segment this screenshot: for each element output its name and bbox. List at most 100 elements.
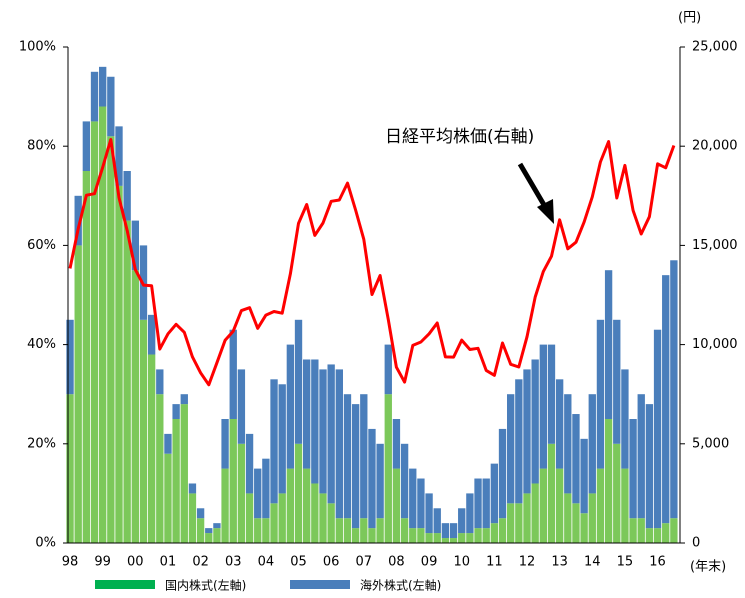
bar-segment [319,493,327,543]
bar-segment [205,533,213,543]
legend-label: 国内株式(左軸) [165,578,246,593]
x-tick-label: 99 [94,555,111,570]
bar-segment [196,508,205,519]
y-tick-label: 60% [27,238,56,253]
bar-segment [637,518,645,543]
bar-segment [474,478,482,529]
bar-segment [66,394,74,543]
bar-segment [196,518,205,543]
bar-segment [180,404,188,543]
bar-segment [147,354,156,543]
bar-segment [441,538,450,543]
bar-segment [588,493,596,543]
bar-segment [392,419,401,469]
y-tick-label: 20% [27,436,56,451]
bar-segment [254,468,262,519]
bar-segment [539,468,547,543]
bar-segment [425,533,433,543]
bar-segment [670,518,678,543]
bar-segment [433,508,441,534]
bar-segment [343,394,352,519]
bar-segment [539,344,547,469]
bar-segment [90,71,99,122]
bar-segment [604,419,613,543]
bar-segment [621,369,629,469]
bar-segment [564,394,572,494]
bar-segment [384,344,392,395]
bar-segment [425,493,433,534]
bar-segment [254,518,262,543]
x-tick-label: 07 [356,555,373,570]
bar-segment [319,369,327,494]
bar-segment [107,136,115,543]
bar-segment [507,503,515,543]
legend-swatch [290,580,350,589]
bar-segment [637,394,645,519]
bar-segment [498,518,507,543]
bar-segment [466,493,474,534]
bar-segment [115,126,123,186]
bar-segment [278,384,286,494]
bar-segment [613,443,621,543]
annotation-arrow [517,162,550,212]
y2-tick-label: 10,000 [692,337,738,352]
bar-segment [572,503,580,543]
bar-segment [360,518,368,543]
x-tick-label: 11 [486,555,503,570]
bar-segment [303,359,311,469]
bar-segment [164,433,172,454]
bar-segment [653,528,662,543]
bar-segment [237,369,246,444]
x-tick-label: 15 [617,555,634,570]
bar-segment [278,493,286,543]
bar-segment [245,433,254,494]
bar-segment [449,523,458,539]
x-tick-label: 16 [649,555,666,570]
bar-segment [360,394,368,519]
bar-segment [294,319,303,444]
bar-segment [351,404,360,529]
bar-segment [123,220,131,543]
x-unit: (年末) [690,560,726,575]
bar-segment [131,270,139,543]
bar-segment [368,528,376,543]
bar-segment [629,419,637,519]
y-tick-label: 40% [27,337,56,352]
bar-segment [213,523,221,529]
bar-segment [286,468,295,543]
bar-segment [555,468,564,543]
bar-segment [156,394,164,543]
bar-segment [311,359,319,484]
legend-label: 海外株式(左軸) [360,578,441,593]
bar-segment [449,538,458,543]
bar-segment [629,518,637,543]
bar-segment [147,314,156,355]
bar-segment [498,428,507,519]
bar-segment [172,404,180,419]
bar-segment [507,394,515,504]
bar-segment [82,121,91,171]
bar-segment [221,468,229,543]
bar-segment [262,518,270,543]
bar-segment [66,319,74,395]
bar-segment [384,394,392,543]
bar-segment [115,185,123,543]
bar-segment [99,66,107,107]
bar-segment [531,483,539,543]
bar-segment [139,319,148,543]
x-tick-label: 14 [584,555,601,570]
bar-segment [123,171,131,221]
bar-segment [482,528,490,543]
bar-segment [441,523,450,539]
bar-segment [596,319,605,469]
bar-segment [531,359,539,484]
y2-tick-label: 0 [692,536,700,551]
bar-segment [303,468,311,543]
bar-segment [466,533,474,543]
bar-segment [662,523,670,543]
bar-segment [588,394,596,494]
bar-segment [376,518,384,543]
bar-segment [74,195,82,246]
bar-segment [490,523,499,543]
x-tick-label: 06 [323,555,340,570]
